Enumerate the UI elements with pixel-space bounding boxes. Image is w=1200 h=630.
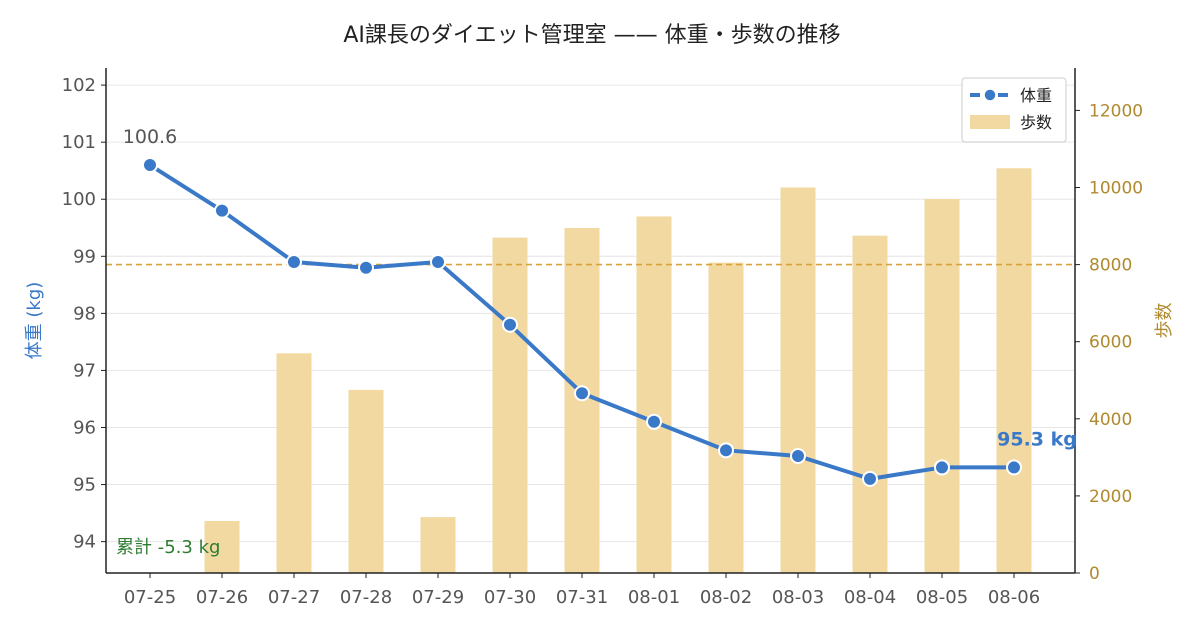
step-bar [924,199,960,573]
last-weight-label: 95.3 kg [997,428,1077,450]
weight-point [142,157,158,174]
weight-point [862,470,878,487]
x-tick-label: 07-31 [556,587,608,608]
left-axis-label: 体重 (kg) [24,282,45,360]
weight-point [430,254,446,271]
right-tick-label: 8000 [1089,256,1132,276]
step-bar [780,187,816,573]
right-axis-label: 歩数 [1154,303,1175,339]
left-tick-label: 98 [73,303,96,324]
step-bar [204,520,240,573]
weight-point [214,202,230,219]
left-tick-label: 99 [73,246,96,267]
step-bar [852,235,888,573]
right-tick-label: 10000 [1089,179,1143,199]
step-bar [636,216,672,574]
right-tick-label: 2000 [1089,487,1132,507]
x-tick-label: 07-26 [196,587,248,608]
weight-point [574,385,590,402]
x-tick-label: 07-27 [268,587,320,608]
right-tick-label: 4000 [1089,410,1132,430]
legend-weight-label: 体重 [1020,86,1052,105]
x-tick-label: 07-28 [340,587,392,608]
x-tick-label: 08-01 [628,587,680,608]
x-tick-label: 07-29 [412,587,464,608]
x-tick-label: 07-30 [484,587,536,608]
weight-point [502,316,518,333]
x-tick-label: 08-03 [772,587,824,608]
x-tick-label: 08-04 [844,587,896,608]
x-tick-label: 08-05 [916,587,968,608]
right-tick-label: 6000 [1089,333,1132,353]
step-bar [708,262,744,573]
step-bars [204,168,1032,574]
left-tick-label: 101 [62,132,96,153]
axes [105,68,1076,574]
right-tick-label: 12000 [1089,101,1143,121]
weight-point [1006,459,1022,476]
legend-weight-marker [983,88,997,102]
left-tick-label: 102 [62,75,96,96]
step-bar [348,389,384,573]
left-axis-ticks: 94 95 96 97 98 99 100 101 102 [62,75,106,553]
right-tick-label: 0 [1089,564,1100,584]
left-tick-label: 95 [73,475,96,496]
x-tick-label: 08-02 [700,587,752,608]
step-bar [420,517,456,573]
left-tick-label: 94 [73,532,96,553]
chart-title: AI課長のダイエット管理室 —— 体重・歩数の推移 [343,23,840,48]
x-tick-label: 07-25 [124,587,176,608]
first-weight-label: 100.6 [123,126,177,148]
x-tick-label: 08-06 [988,587,1040,608]
left-tick-label: 96 [73,417,96,438]
weight-point [934,459,950,476]
weight-point [790,448,806,465]
step-bar [996,168,1032,573]
weight-point [718,442,734,459]
step-bar [492,237,528,573]
legend-steps-swatch [970,115,1010,129]
right-axis-ticks: 0 2000 4000 6000 8000 10000 12000 [1075,101,1143,584]
weight-point [286,254,302,271]
step-bar [276,353,312,573]
left-tick-label: 97 [73,360,96,381]
weight-point [646,413,662,430]
weight-points [142,157,1022,487]
cumulative-change-label: 累計 -5.3 kg [116,537,220,558]
legend-steps-label: 歩数 [1020,113,1052,132]
x-axis-ticks: 07-25 07-26 07-27 07-28 07-29 07-30 07-31 08-01… [124,573,1040,608]
left-tick-label: 100 [62,189,96,210]
legend: 体重 歩数 [961,77,1067,143]
weight-point [358,259,374,276]
